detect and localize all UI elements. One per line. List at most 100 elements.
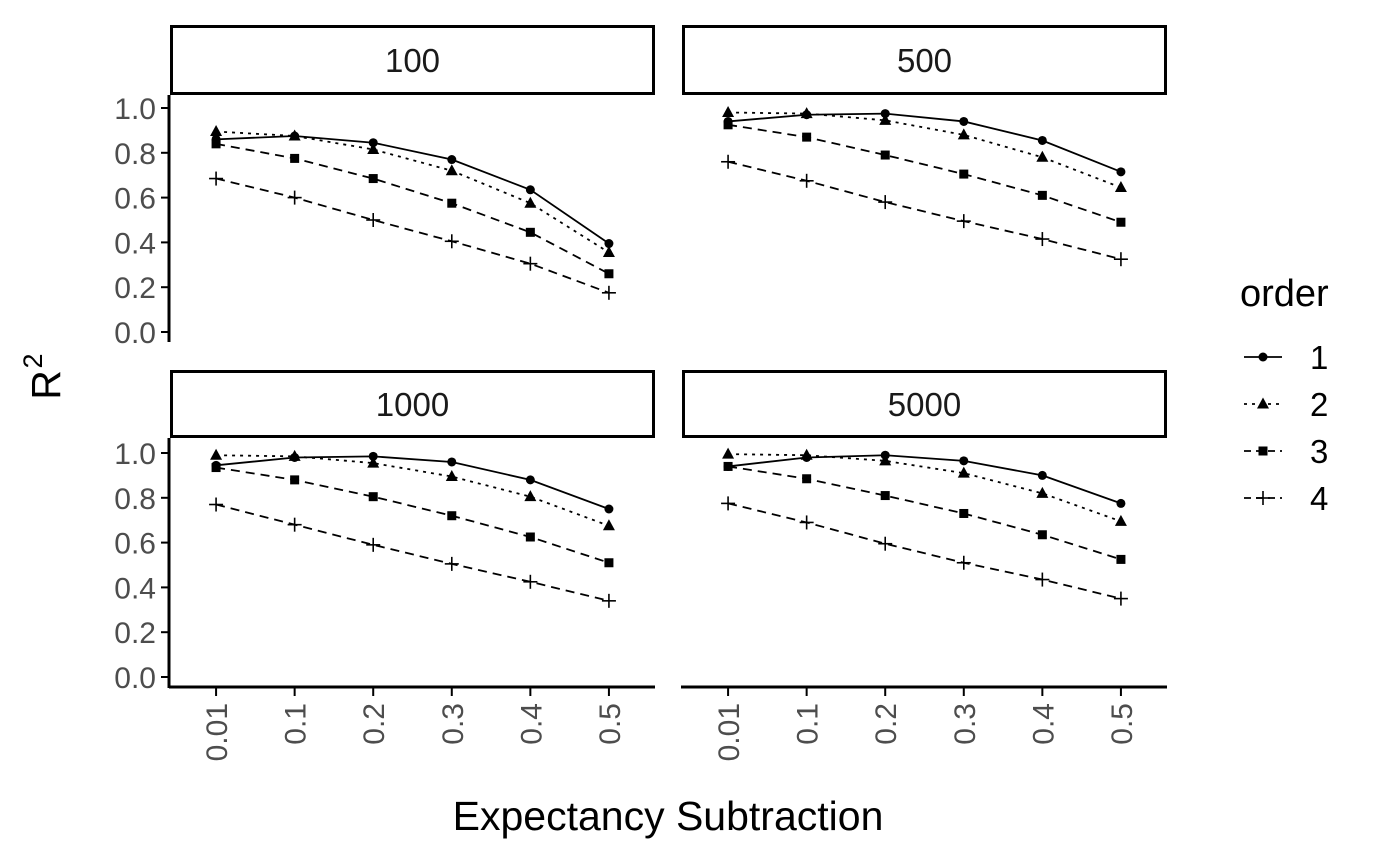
data-point: [368, 451, 378, 461]
x-tick-label: 0.2: [870, 703, 903, 745]
facet-strip-label: 5000: [888, 386, 961, 423]
data-point: [525, 185, 535, 195]
series-3: [211, 463, 614, 568]
y-axis-title-group: R2: [18, 353, 69, 399]
data-point: [1114, 181, 1127, 193]
data-point: [368, 492, 378, 502]
series-line: [727, 465, 1122, 561]
data-point: [880, 109, 890, 119]
series-3: [723, 461, 1126, 564]
facet-strip: [682, 25, 1167, 95]
facet-strip: [170, 370, 655, 438]
series-line: [216, 130, 610, 254]
y-tick-label: 0.4: [114, 572, 156, 605]
data-point: [957, 466, 970, 478]
data-point: [367, 456, 380, 468]
legend-label: 3: [1310, 433, 1328, 470]
data-point: [604, 239, 614, 249]
series-2: [722, 105, 1127, 193]
data-point: [209, 497, 224, 512]
data-point: [880, 491, 890, 501]
data-point: [1116, 217, 1126, 227]
data-point: [1114, 514, 1127, 526]
data-point: [288, 129, 301, 141]
series-4: [209, 171, 616, 300]
data-point: [601, 285, 616, 300]
x-tick-label: 0.2: [358, 703, 391, 745]
y-tick-label: 0.6: [114, 528, 156, 561]
data-point: [957, 128, 970, 140]
data-point: [447, 457, 457, 467]
series-1: [211, 451, 614, 514]
data-point: [368, 174, 378, 184]
data-point: [445, 164, 458, 176]
data-point: [604, 504, 614, 514]
legend-entry-3: 3: [1244, 433, 1328, 470]
data-point: [366, 213, 381, 227]
data-point: [290, 475, 300, 485]
data-point: [956, 555, 971, 570]
series-line: [727, 160, 1122, 261]
x-tick-label: 0.5: [1106, 703, 1139, 745]
y-tick-label: 0.4: [114, 227, 156, 260]
x-tick-label: 0.3: [437, 703, 470, 745]
series-2: [210, 448, 615, 531]
y-tick-label: 0.0: [114, 662, 156, 695]
x-tick-label: 0.4: [515, 703, 548, 745]
facet-strip-label: 500: [897, 42, 952, 79]
data-point: [367, 142, 380, 154]
x-tick-label: 0.3: [949, 703, 982, 745]
legend: order 1 2 3 4: [1240, 273, 1329, 517]
y-tick-label: 0.6: [114, 183, 156, 216]
data-point: [802, 474, 812, 484]
data-point: [287, 517, 302, 532]
legend-key-marker: [1258, 352, 1268, 362]
data-point: [1035, 232, 1050, 247]
data-point: [722, 105, 735, 117]
series-line: [215, 142, 610, 275]
data-point: [604, 269, 614, 279]
data-point: [447, 198, 457, 208]
data-point: [722, 447, 735, 459]
legend-entry-2: 2: [1244, 386, 1328, 423]
series-line: [215, 503, 610, 602]
legend-key-marker: [1258, 446, 1268, 456]
y-tick-label: 0.8: [114, 138, 156, 171]
series-line: [216, 135, 610, 245]
series-line: [215, 466, 610, 564]
series-line: [728, 453, 1122, 523]
data-point: [447, 511, 457, 521]
data-point: [368, 138, 378, 148]
y-tick-label: 1.0: [114, 438, 156, 471]
data-point: [1037, 190, 1047, 200]
facet-panel-100: 100 0.0 0.2 0.4 0.6 0.8 1.0: [114, 25, 655, 350]
legend-key-marker: [1257, 397, 1269, 409]
data-point: [723, 461, 733, 471]
data-point: [721, 154, 736, 169]
data-point: [366, 537, 381, 552]
legend-entry-4: 4: [1244, 480, 1328, 517]
data-point: [1037, 470, 1047, 480]
series-line: [728, 111, 1122, 189]
series-line: [727, 123, 1122, 224]
x-tick-label: 0.1: [280, 703, 313, 745]
data-point: [525, 475, 535, 485]
legend-label: 2: [1310, 386, 1328, 423]
data-point: [524, 196, 537, 208]
y-axis-title: R: [23, 370, 69, 400]
series-line: [727, 454, 1122, 505]
y-tick-label: 1.0: [114, 93, 156, 126]
legend-label: 4: [1310, 480, 1328, 517]
data-point: [602, 245, 615, 257]
series-2: [722, 447, 1127, 526]
series-3: [211, 139, 614, 279]
data-point: [721, 496, 736, 511]
facet-strip: [170, 25, 655, 95]
y-tick-label: 0.2: [114, 617, 156, 650]
data-point: [959, 116, 969, 126]
x-tick-label: 0.01: [201, 703, 234, 761]
data-point: [1113, 252, 1128, 267]
series-line: [727, 112, 1122, 173]
data-point: [799, 515, 814, 530]
